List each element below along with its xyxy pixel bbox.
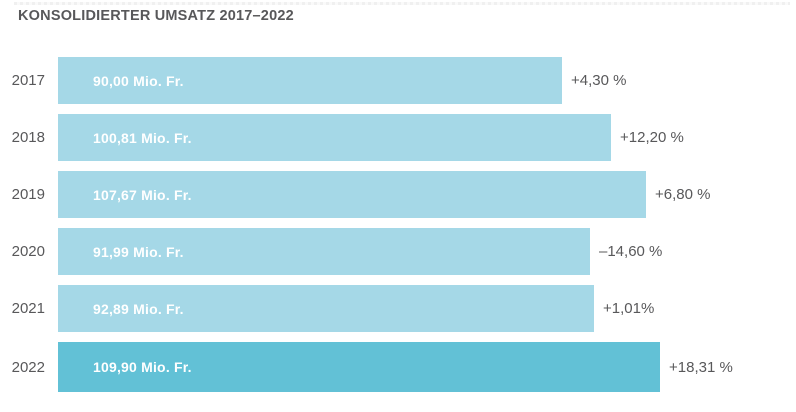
year-label: 2021	[11, 300, 45, 317]
bar-row: 2022 109,90 Mio. Fr. +18,31 %	[0, 342, 796, 392]
bar: 92,89 Mio. Fr.	[58, 285, 594, 332]
cropped-text-artifact	[14, 2, 790, 5]
year-label: 2022	[11, 358, 45, 376]
year-label: 2018	[11, 129, 45, 146]
change-label: +12,20 %	[620, 129, 684, 146]
bar-chart: 2017 90,00 Mio. Fr. +4,30 % 2018 100,81 …	[0, 57, 796, 392]
chart-title: KONSOLIDIERTER UMSATZ 2017–2022	[18, 8, 294, 24]
bar: 100,81 Mio. Fr.	[58, 114, 611, 161]
change-label: +1,01%	[603, 300, 655, 317]
bar: 107,67 Mio. Fr.	[58, 171, 646, 218]
bar-row: 2020 91,99 Mio. Fr. –14,60 %	[0, 228, 796, 275]
bar-row: 2017 90,00 Mio. Fr. +4,30 %	[0, 57, 796, 104]
year-label: 2019	[11, 186, 45, 203]
bar-value-label: 90,00 Mio. Fr.	[93, 72, 184, 89]
bar-row: 2018 100,81 Mio. Fr. +12,20 %	[0, 114, 796, 161]
year-label: 2020	[11, 243, 45, 260]
bar-row: 2021 92,89 Mio. Fr. +1,01%	[0, 285, 796, 332]
change-label: +18,31 %	[669, 358, 733, 376]
bar-row: 2019 107,67 Mio. Fr. +6,80 %	[0, 171, 796, 218]
bar-value-label: 92,89 Mio. Fr.	[93, 300, 184, 317]
bar-value-label: 91,99 Mio. Fr.	[93, 243, 184, 260]
change-label: –14,60 %	[599, 243, 663, 260]
bar: 91,99 Mio. Fr.	[58, 228, 590, 275]
bar-value-label: 100,81 Mio. Fr.	[93, 129, 192, 146]
bar-value-label: 109,90 Mio. Fr.	[93, 359, 192, 375]
year-label: 2017	[11, 72, 45, 89]
bar-value-label: 107,67 Mio. Fr.	[93, 186, 192, 203]
change-label: +4,30 %	[571, 72, 627, 89]
change-label: +6,80 %	[655, 186, 711, 203]
bar: 109,90 Mio. Fr.	[58, 342, 660, 392]
bar: 90,00 Mio. Fr.	[58, 57, 562, 104]
